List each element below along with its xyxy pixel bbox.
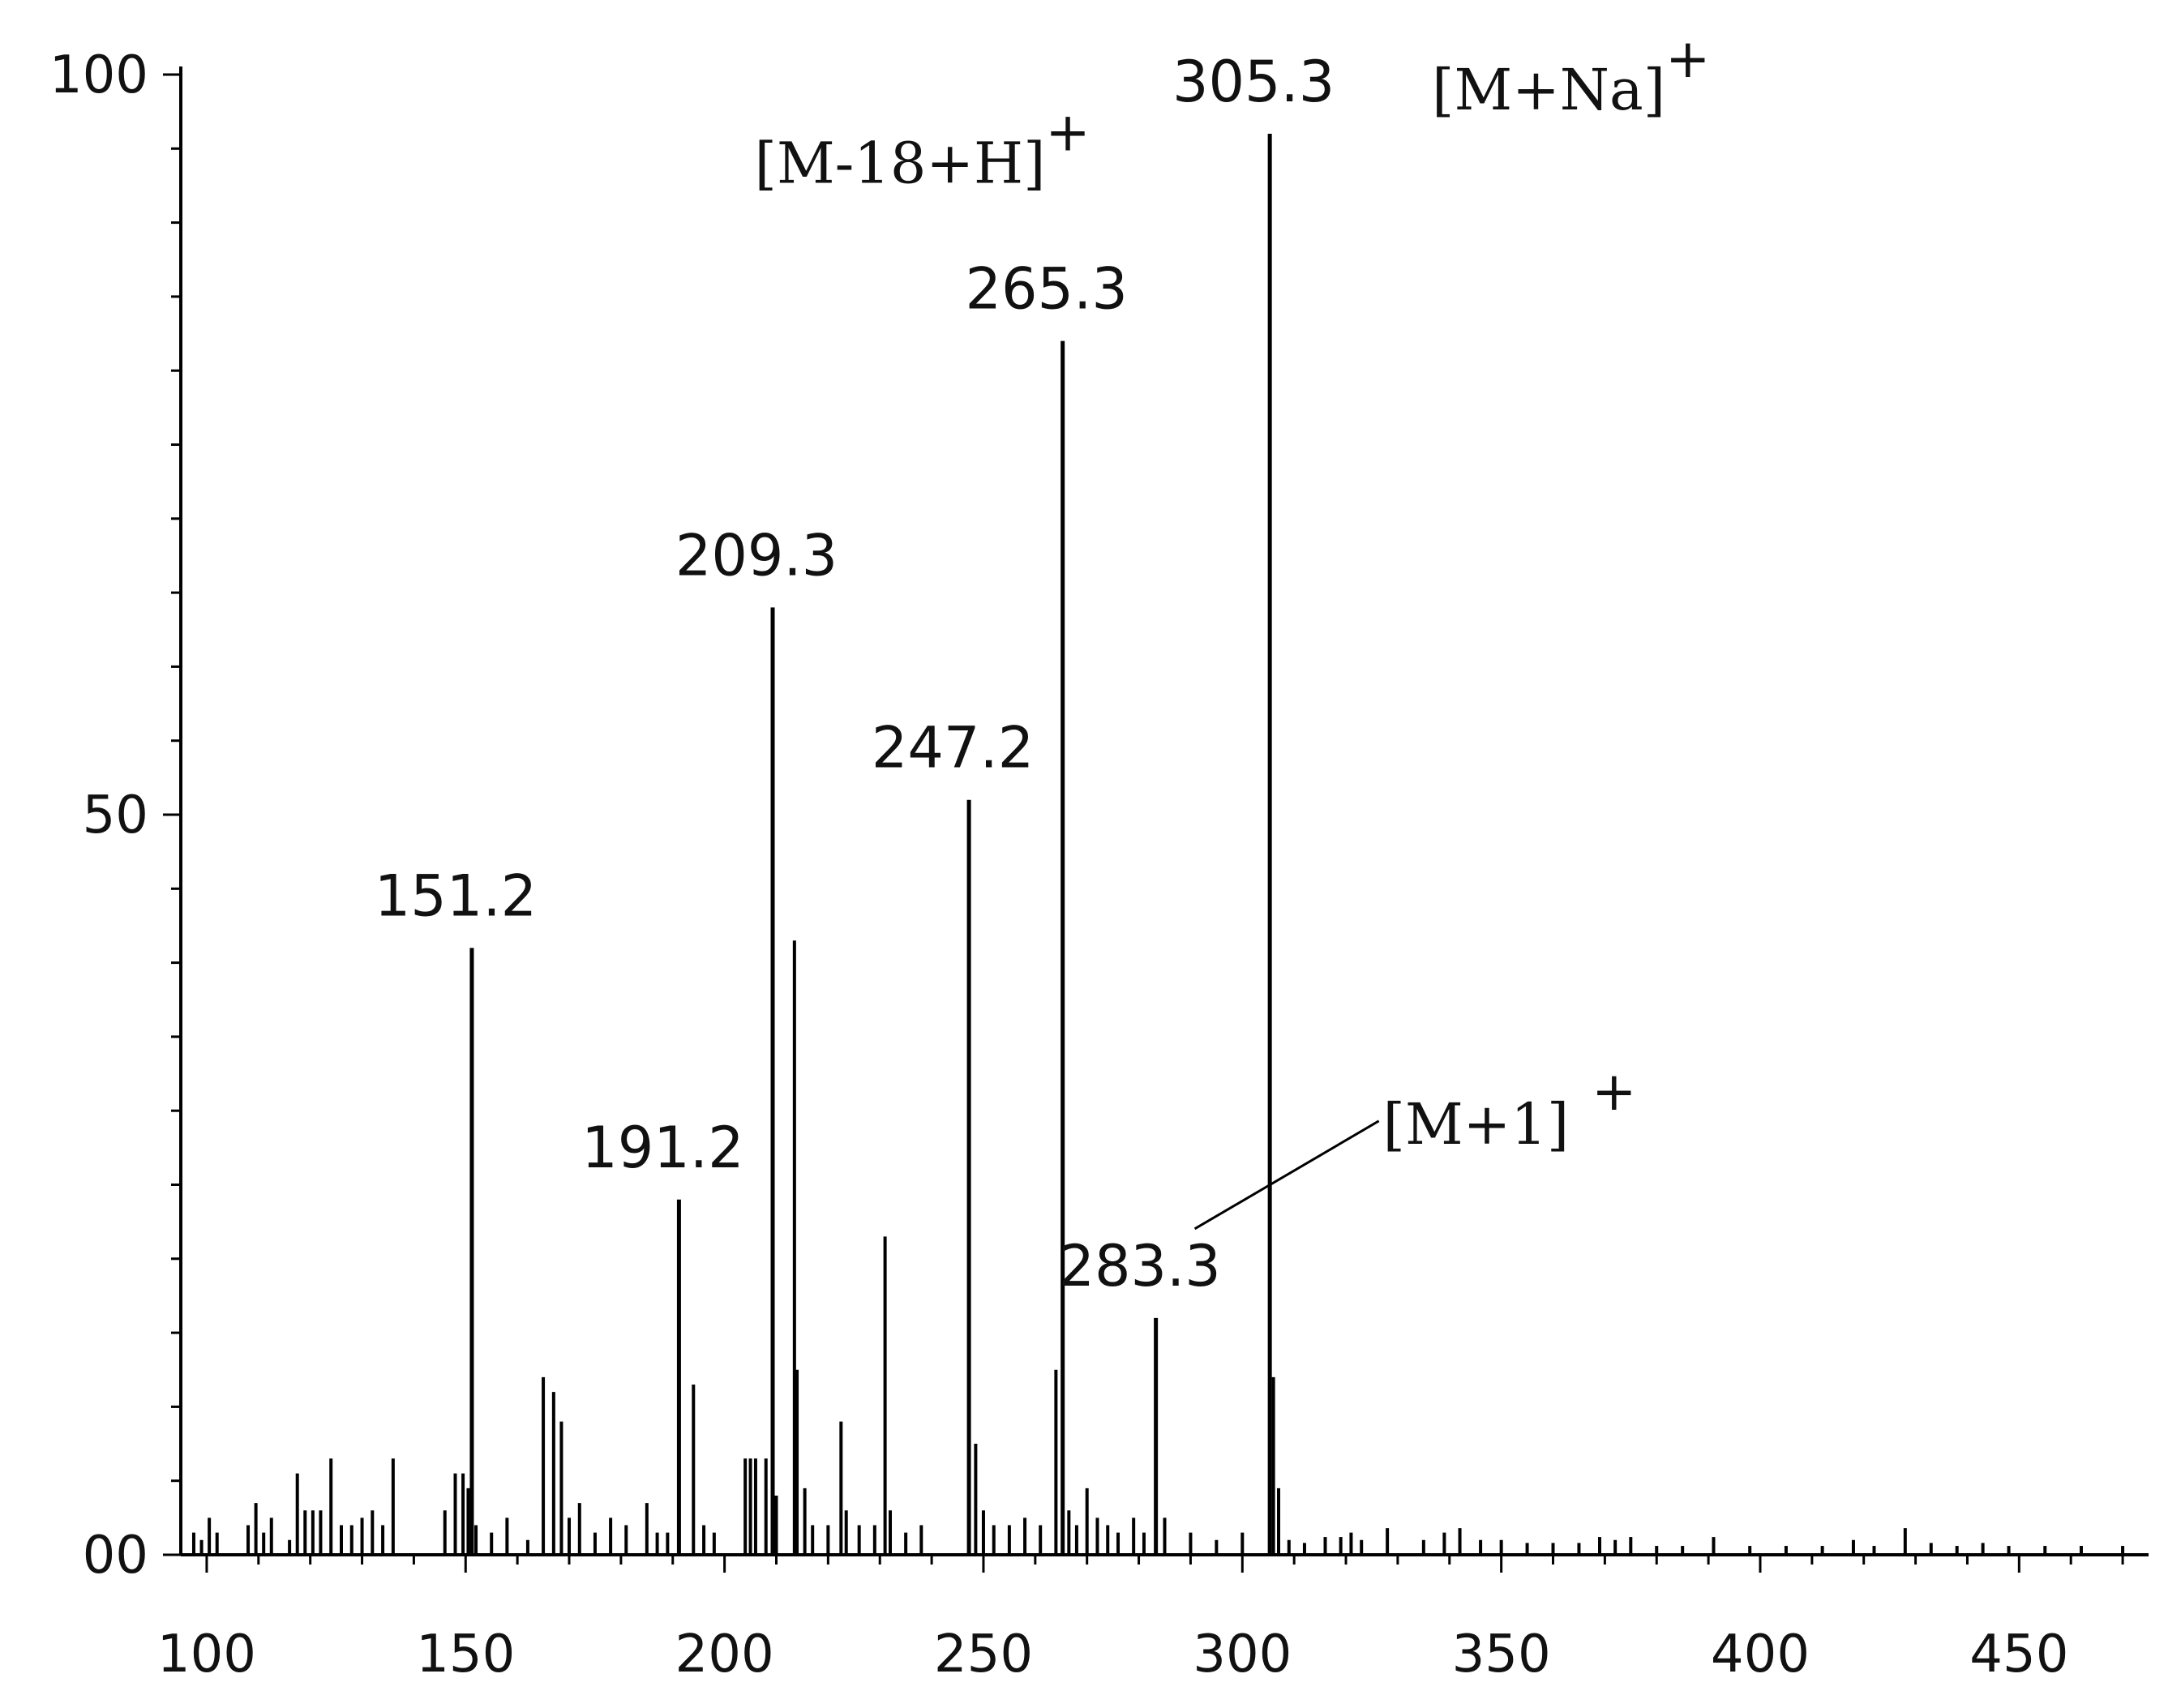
peak-label: 209.3 [675, 522, 838, 589]
axes-layer: 00 50 100 100 150 200 250 300 350 400 450 [49, 45, 2149, 1684]
ion-annotation-superscript: + [1045, 101, 1090, 164]
peak-label: 305.3 [1172, 49, 1335, 115]
peak-label: 247.2 [872, 715, 1034, 781]
x-tick-label: 450 [1969, 1625, 2068, 1684]
x-tick-label: 150 [416, 1625, 515, 1684]
ion-annotation-superscript: + [1592, 1060, 1636, 1123]
x-tick-label: 400 [1711, 1625, 1810, 1684]
ion-annotation: [M-18+H] [755, 131, 1046, 197]
peak-label: 191.2 [581, 1115, 743, 1181]
x-tick-label: 350 [1452, 1625, 1551, 1684]
y-tick-label: 100 [49, 45, 148, 105]
y-tick-label: 50 [83, 786, 148, 845]
ion-annotation: [M+1] [1383, 1091, 1569, 1158]
x-tick-label: 250 [934, 1625, 1033, 1684]
peak-label: 265.3 [965, 256, 1127, 323]
annotation-leader-line [1193, 1119, 1380, 1231]
peak-label: 151.2 [375, 863, 537, 929]
labels-layer: 151.2 191.2 209.3 247.2 265.3 283.3 305.3 [M+Na… [375, 28, 1711, 1299]
x-tick-label: 300 [1193, 1625, 1292, 1684]
y-tick-label: 00 [83, 1526, 148, 1586]
peaks-layer [191, 134, 2125, 1555]
x-tick-label: 100 [157, 1625, 256, 1684]
x-tick-label: 200 [675, 1625, 774, 1684]
ion-annotation-superscript: + [1665, 28, 1710, 90]
ion-annotation: [M+Na] [1432, 57, 1665, 123]
peak-label: 283.3 [1058, 1233, 1220, 1299]
